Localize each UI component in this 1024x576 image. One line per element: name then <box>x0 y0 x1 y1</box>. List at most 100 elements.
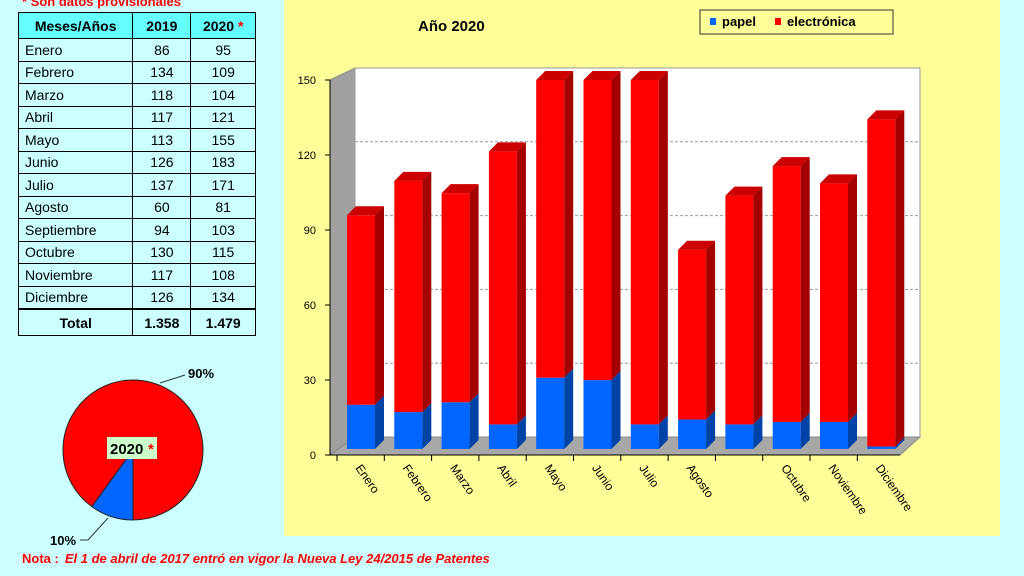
bar-electronica <box>394 180 423 413</box>
bar-papel <box>488 424 517 449</box>
bar-electronica <box>536 80 565 378</box>
table-row: Junio 126 183 <box>17 150 256 174</box>
bar-papel-side <box>848 412 857 449</box>
bar-electronica <box>347 215 375 405</box>
cell-value: 113 <box>132 128 192 152</box>
bar-electronica-side <box>706 240 716 420</box>
x-tick-label: Agosto <box>684 462 717 501</box>
cell-value: 108 <box>190 263 256 287</box>
bar-electronica-side <box>753 186 763 425</box>
bar-electronica-top <box>536 71 574 80</box>
bar-electronica-side <box>658 71 668 425</box>
total-cell: 1.358 <box>132 308 192 336</box>
cell-value: 60 <box>132 195 192 219</box>
x-tick-label: Octubre <box>778 462 814 505</box>
pie-slice-papel <box>91 448 134 521</box>
x-tick-label: Marzo <box>447 462 478 498</box>
cell-value: 126 <box>132 150 192 174</box>
bar-papel-side <box>706 410 716 449</box>
provisional-note: * Son datos provisionales <box>22 0 181 9</box>
cell-month: Agosto <box>17 195 134 219</box>
cell-value: 104 <box>190 83 256 107</box>
legend-label-electronica: electrónica <box>787 14 856 29</box>
bar-papel <box>725 424 754 449</box>
cell-value: 94 <box>132 218 192 242</box>
header-2019: 2019 <box>132 12 192 39</box>
x-tick-label: Mayo <box>542 462 570 494</box>
table-row: Marzo 118 104 <box>17 83 256 107</box>
bar-electronica-side <box>375 206 384 405</box>
cell-value: 134 <box>132 60 192 84</box>
y-tick-label: 120 <box>298 150 316 162</box>
bar-electronica-top <box>347 206 384 216</box>
table-row: Abril 117 121 <box>17 105 256 129</box>
table-row: Mayo 113 155 <box>17 128 256 152</box>
table-row: Septiembre 94 103 <box>17 218 256 242</box>
legend-label-papel: papel <box>722 14 756 29</box>
y-tick-label: 60 <box>304 300 316 312</box>
cell-value: 121 <box>190 105 256 129</box>
bar-electronica <box>583 80 612 381</box>
x-tick-label: Julio <box>636 462 662 491</box>
bar-papel <box>536 377 565 449</box>
pie-leader <box>159 374 186 384</box>
table-row: Febrero 134 109 <box>17 60 256 84</box>
bar-papel <box>394 412 423 449</box>
pie-label-10: 10% <box>50 533 76 548</box>
table-row: Noviembre 117 108 <box>17 263 256 287</box>
x-tick-label: Febrero <box>400 462 436 505</box>
bar-papel <box>630 424 659 449</box>
bar-papel-side <box>895 437 905 449</box>
bar-papel-side <box>564 368 574 449</box>
pie-center-star: * <box>148 441 154 458</box>
pie-label-90: 90% <box>188 366 214 381</box>
bar-electronica <box>678 249 707 420</box>
bar-electronica <box>488 151 517 425</box>
cell-month: Mayo <box>17 128 134 152</box>
bar-papel-side <box>375 395 384 449</box>
cell-value: 115 <box>190 240 256 264</box>
legend <box>699 9 894 35</box>
cell-month: Junio <box>17 150 134 174</box>
bar-electronica <box>725 195 754 425</box>
bar-electronica-side <box>895 110 905 447</box>
bar-electronica-top <box>725 186 763 196</box>
pie-center-label: 2020 <box>110 441 143 458</box>
x-tick-label: Noviembre <box>826 462 871 518</box>
pie-center-label-bg <box>107 437 157 459</box>
bar-electronica-top <box>678 240 716 250</box>
bar-electronica-side <box>516 142 526 425</box>
bar-electronica-top <box>630 71 668 80</box>
cell-value: 117 <box>132 105 192 129</box>
cell-value: 137 <box>132 173 192 197</box>
bar-electronica-top <box>583 71 621 80</box>
cell-month: Febrero <box>17 60 134 84</box>
x-tick-label: Diciembre <box>873 462 916 515</box>
bar-papel <box>820 421 848 449</box>
bar-papel <box>583 380 612 449</box>
cell-month: Septiembre <box>17 218 134 242</box>
cell-value: 81 <box>190 195 256 219</box>
pie-leader <box>80 517 109 541</box>
cell-value: 86 <box>132 38 192 62</box>
bar-electronica <box>820 183 848 422</box>
bar-papel <box>772 421 801 449</box>
cell-month: Noviembre <box>17 263 134 287</box>
y-tick-label: 30 <box>304 375 316 387</box>
footer-note: Nota : El 1 de abril de 2017 entró en vig… <box>22 551 490 566</box>
bar-papel-side <box>422 403 432 449</box>
cell-month: Julio <box>17 173 134 197</box>
table-row: Agosto 60 81 <box>17 195 256 219</box>
total-cell: 1.479 <box>190 308 256 336</box>
bar-electronica-top <box>772 157 810 167</box>
bar-electronica-top <box>488 142 526 152</box>
bar-papel-side <box>753 415 763 449</box>
header-month: Meses/Años <box>17 12 134 39</box>
monthly-table: Meses/Años 2019 2020 * Enero 86 95 Febrero 1… <box>17 12 256 336</box>
total-row: Total 1.358 1.479 <box>17 308 256 336</box>
x-tick-label: Enero <box>353 462 383 497</box>
bar-papel-side <box>516 415 526 449</box>
cell-value: 103 <box>190 218 256 242</box>
bar-papel <box>441 402 470 449</box>
